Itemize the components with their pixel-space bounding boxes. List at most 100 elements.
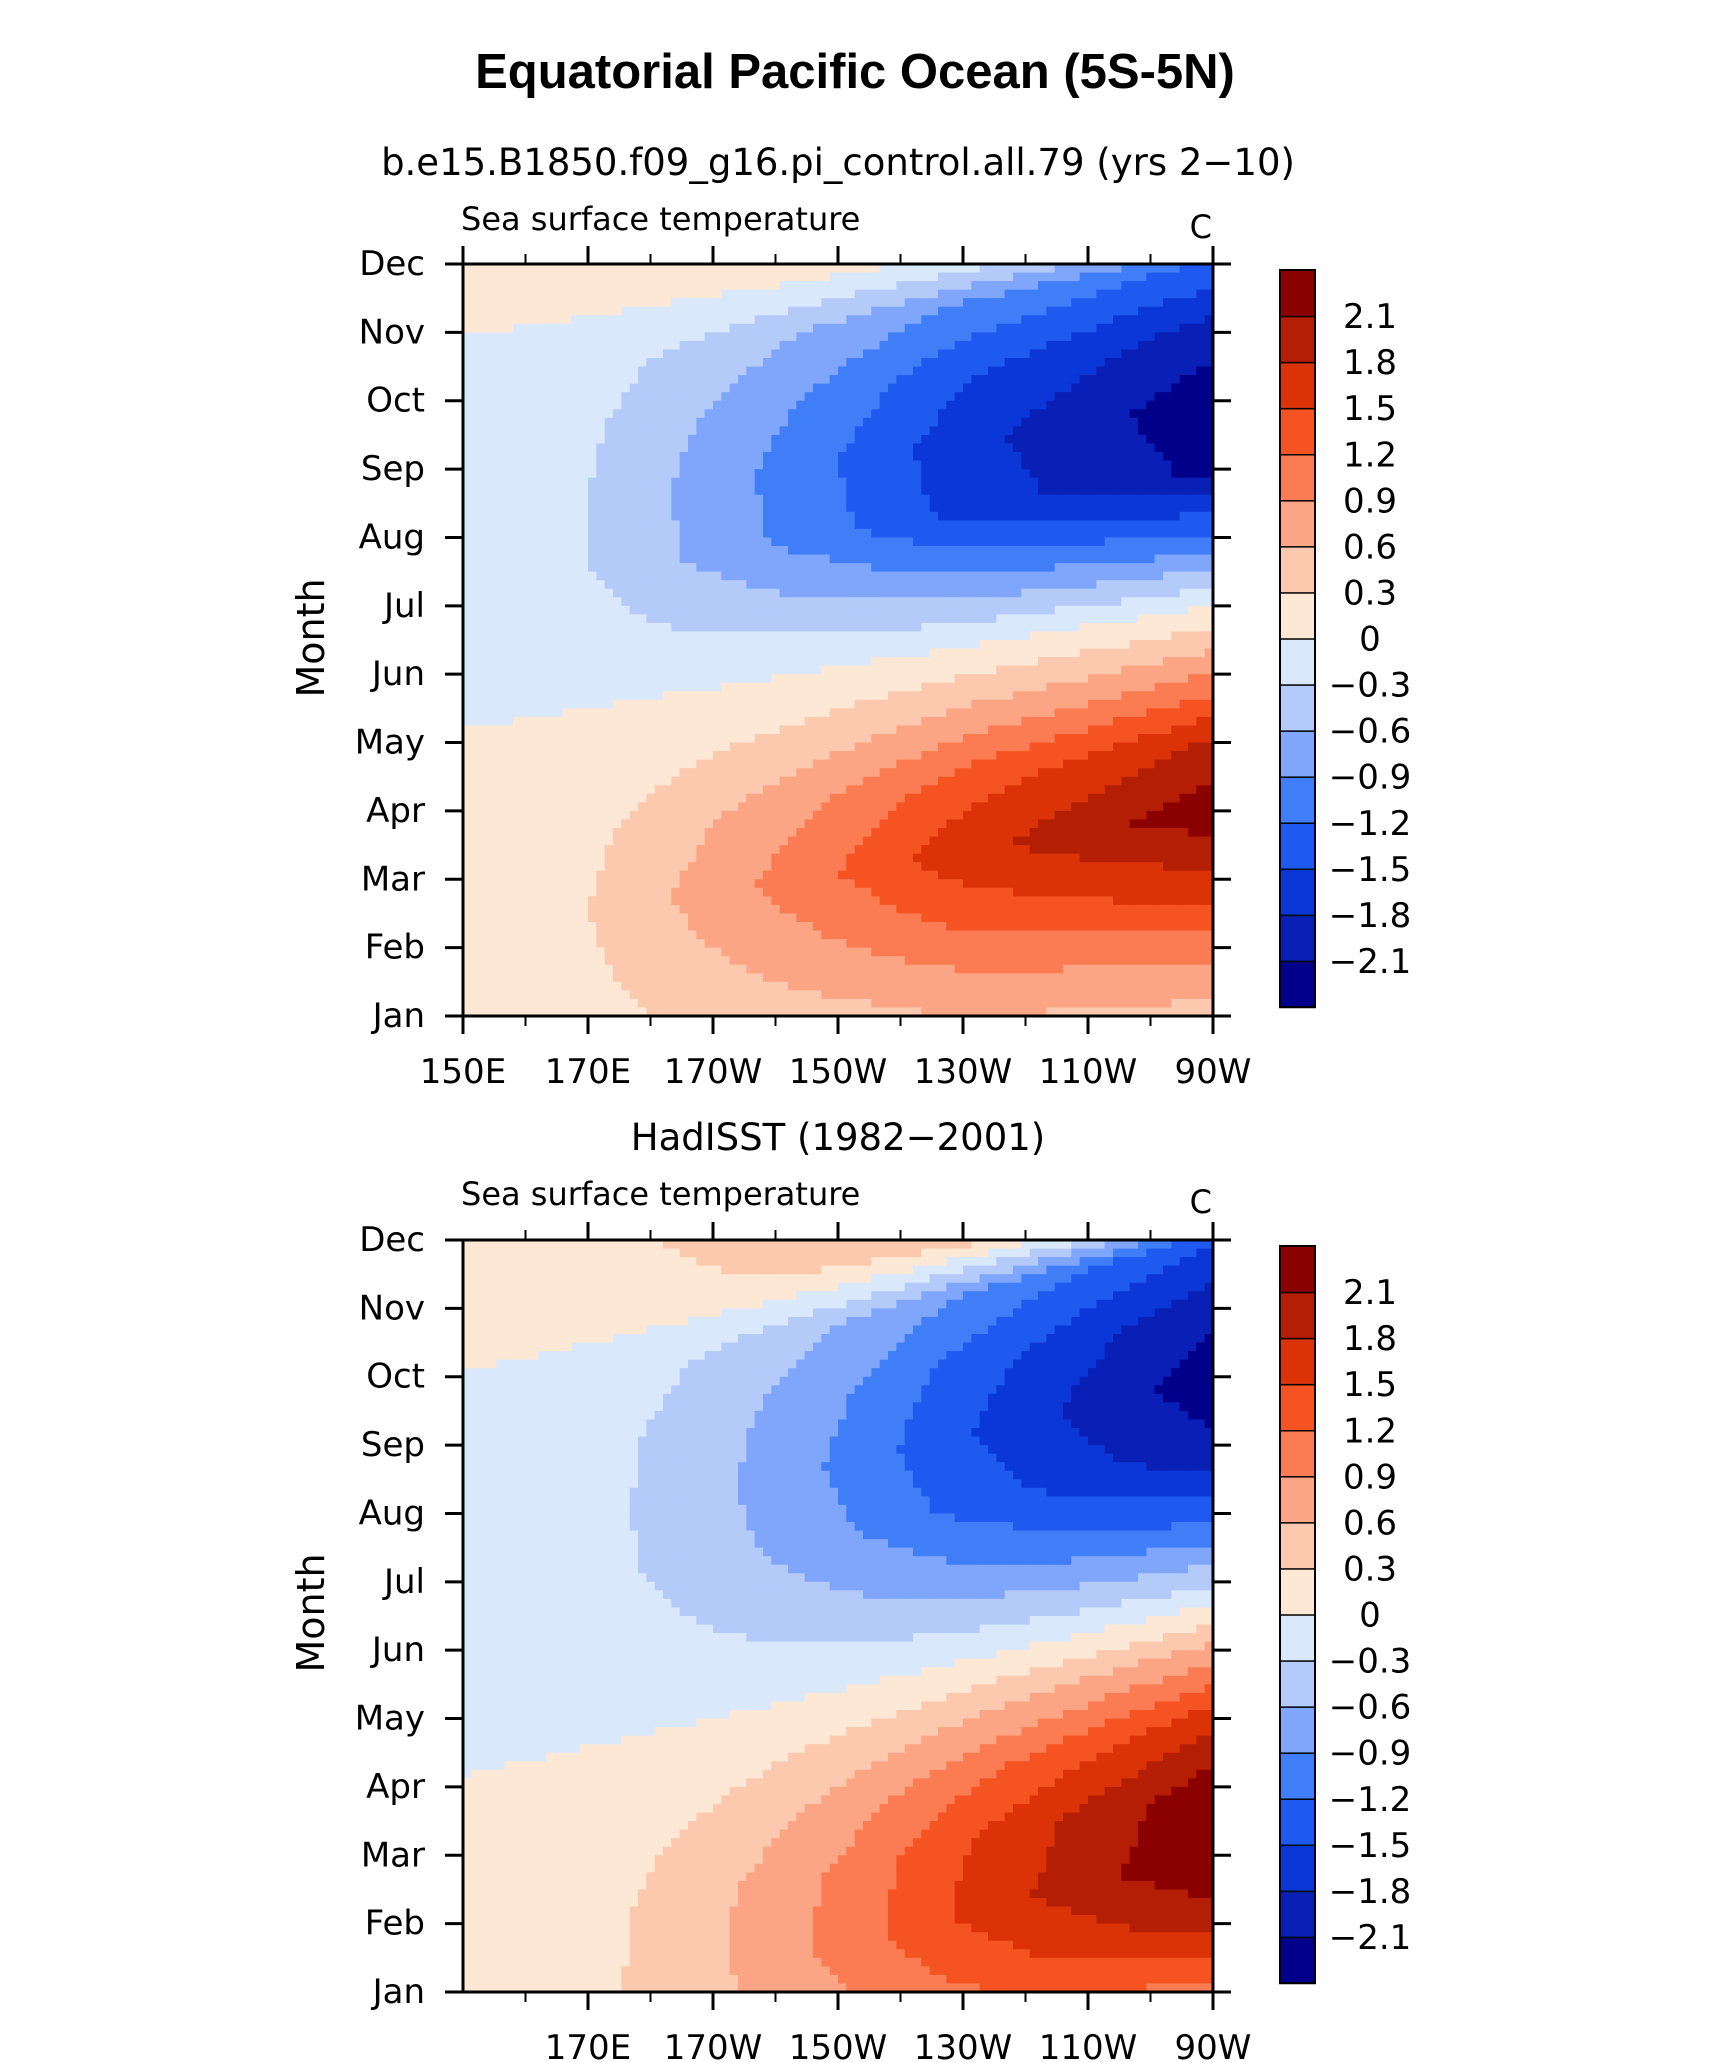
- contour-cell: [1146, 725, 1156, 735]
- contour-cell: [1138, 340, 1147, 351]
- contour-cell: [1104, 306, 1114, 316]
- contour-cell: [488, 640, 497, 650]
- contour-cell: [1046, 383, 1056, 393]
- contour-cell: [946, 452, 956, 462]
- contour-cell: [471, 674, 481, 684]
- contour-cell: [988, 528, 997, 539]
- contour-cell: [1079, 597, 1089, 607]
- contour-cell: [963, 528, 972, 539]
- contour-cell: [921, 503, 931, 513]
- contour-cell: [471, 477, 481, 487]
- contour-cell: [879, 674, 889, 684]
- contour-cell: [1071, 657, 1081, 667]
- contour-cell: [596, 571, 606, 581]
- contour-cell: [1196, 469, 1206, 479]
- contour-cell: [771, 469, 781, 479]
- contour-cell: [1046, 631, 1056, 641]
- contour-cell: [1138, 366, 1147, 376]
- contour-cell: [596, 443, 606, 453]
- contour-cell: [763, 358, 772, 368]
- contour-cell: [679, 734, 689, 744]
- contour-cell: [979, 264, 989, 274]
- contour-cell: [1179, 682, 1189, 692]
- contour-cell: [721, 409, 731, 419]
- contour-cell: [529, 554, 539, 564]
- contour-cell: [604, 452, 614, 462]
- contour-cell: [679, 554, 689, 564]
- contour-cell: [604, 298, 614, 308]
- contour-cell: [863, 289, 872, 299]
- contour-cell: [1188, 546, 1197, 556]
- contour-cell: [854, 691, 864, 701]
- contour-cell: [788, 682, 797, 692]
- contour-cell: [879, 332, 889, 342]
- contour-cell: [746, 392, 756, 402]
- contour-cell: [779, 699, 789, 709]
- contour-cell: [571, 605, 581, 615]
- contour-cell: [946, 503, 956, 513]
- contour-cell: [996, 426, 1006, 436]
- contour-cell: [1204, 631, 1214, 641]
- contour-cell: [579, 622, 589, 633]
- contour-cell: [913, 682, 922, 692]
- contour-cell: [1004, 400, 1014, 410]
- contour-cell: [788, 383, 797, 393]
- contour-cell: [1004, 657, 1014, 667]
- contour-cell: [1121, 434, 1131, 445]
- contour-cell: [688, 657, 697, 667]
- contour-cell: [1154, 452, 1164, 462]
- contour-cell: [854, 264, 864, 274]
- contour-cell: [488, 477, 497, 487]
- contour-cell: [1079, 306, 1089, 316]
- contour-cell: [513, 546, 522, 556]
- contour-cell: [471, 358, 481, 368]
- contour-cell: [1096, 571, 1106, 581]
- contour-cell: [488, 554, 497, 564]
- contour-cell: [1113, 298, 1122, 308]
- contour-cell: [1054, 358, 1064, 368]
- contour-cell: [746, 306, 756, 316]
- contour-cell: [913, 383, 922, 393]
- contour-cell: [679, 571, 689, 581]
- contour-cell: [1063, 289, 1072, 299]
- contour-cell: [1121, 460, 1131, 470]
- contour-cell: [821, 605, 831, 615]
- contour-cell: [613, 358, 622, 368]
- contour-cell: [604, 682, 614, 692]
- contour-cell: [621, 426, 631, 436]
- contour-cell: [488, 665, 497, 675]
- contour-cell: [1188, 349, 1197, 359]
- contour-cell: [879, 503, 889, 513]
- contour-cell: [738, 332, 747, 342]
- contour-cell: [746, 409, 756, 419]
- contour-cell: [1138, 349, 1147, 359]
- contour-cell: [929, 563, 939, 573]
- contour-cell: [713, 588, 722, 598]
- contour-cell: [1013, 511, 1022, 521]
- contour-cell: [921, 460, 931, 470]
- contour-cell: [629, 665, 639, 675]
- contour-cell: [613, 315, 622, 325]
- contour-cell: [946, 392, 956, 402]
- contour-cell: [1121, 691, 1131, 701]
- contour-cell: [1004, 708, 1014, 718]
- contour-cell: [963, 725, 972, 735]
- contour-cell: [654, 426, 664, 436]
- contour-cell: [1113, 340, 1122, 351]
- contour-cell: [804, 520, 814, 530]
- contour-cell: [1096, 392, 1106, 402]
- contour-cell: [588, 358, 597, 368]
- contour-cell: [671, 511, 681, 521]
- contour-cell: [863, 452, 872, 462]
- contour-cell: [896, 315, 906, 325]
- contour-cell: [1046, 648, 1056, 658]
- contour-cell: [879, 597, 889, 607]
- contour-cell: [946, 366, 956, 376]
- contour-cell: [913, 614, 922, 624]
- contour-cell: [696, 434, 706, 445]
- contour-cell: [996, 699, 1006, 709]
- contour-cell: [746, 605, 756, 615]
- contour-cell: [638, 708, 647, 718]
- contour-cell: [1004, 477, 1014, 487]
- contour-cell: [646, 597, 656, 607]
